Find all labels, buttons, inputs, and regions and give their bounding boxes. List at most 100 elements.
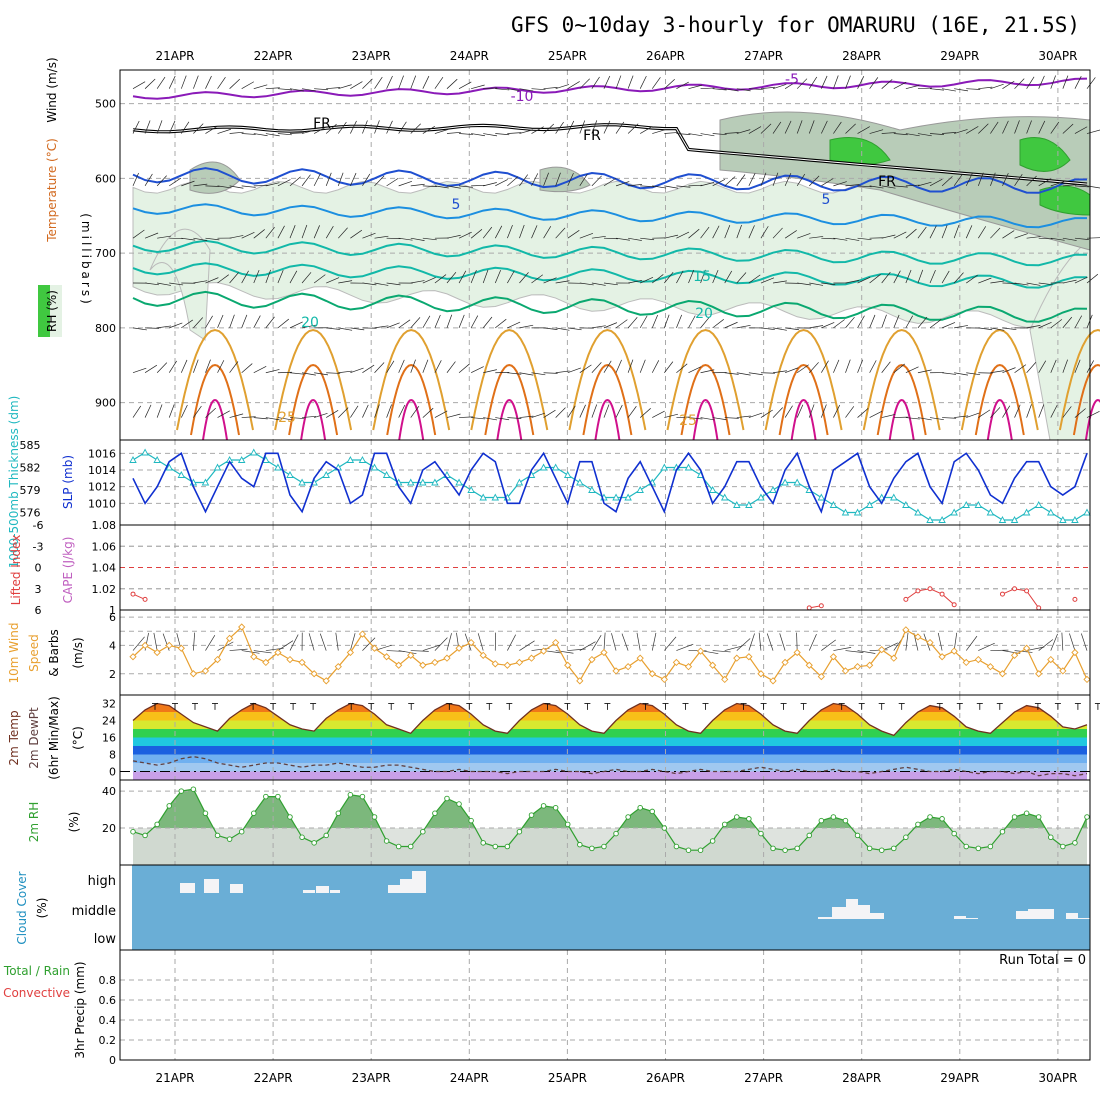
wind-barb bbox=[784, 405, 793, 418]
wind-barb bbox=[519, 129, 534, 134]
isotherm-line bbox=[582, 363, 633, 436]
wind-barb bbox=[676, 416, 691, 418]
thickness-point bbox=[684, 463, 693, 471]
wind-barb bbox=[374, 175, 385, 187]
wind-barb bbox=[507, 88, 522, 92]
wind-barb bbox=[398, 237, 413, 241]
cloud-bar bbox=[330, 890, 340, 893]
wind-barb bbox=[1074, 315, 1083, 329]
wind-barb bbox=[748, 225, 755, 239]
wind-barb bbox=[302, 415, 317, 418]
wind-barb bbox=[289, 372, 304, 375]
wind-barb bbox=[277, 133, 292, 136]
wind-speed-point bbox=[129, 653, 137, 661]
wind-barb bbox=[470, 366, 484, 374]
wind-barb bbox=[748, 372, 763, 376]
isotherm-line bbox=[862, 328, 941, 431]
rh-legend-swatch bbox=[38, 285, 50, 337]
rh-point bbox=[794, 845, 800, 852]
wind-barb bbox=[651, 632, 657, 651]
isotherm-line bbox=[888, 398, 915, 441]
thickness-point bbox=[153, 456, 161, 463]
wind-barb bbox=[555, 227, 566, 239]
wind-barb bbox=[193, 405, 202, 418]
wind-barb bbox=[905, 269, 912, 284]
rh-point bbox=[1023, 810, 1030, 817]
contour-label: 20 bbox=[301, 315, 319, 331]
wind-barb bbox=[446, 185, 461, 189]
wind-barb bbox=[495, 88, 510, 91]
wind-barb bbox=[688, 417, 703, 420]
side-label-convective: Convective bbox=[3, 986, 70, 1000]
thickness-point bbox=[817, 493, 826, 501]
date-label-top: 22APR bbox=[254, 49, 293, 63]
cape-point bbox=[142, 596, 148, 602]
wind-barb bbox=[531, 225, 538, 239]
wind-barb bbox=[639, 359, 646, 373]
rh-point bbox=[758, 830, 764, 837]
cloud-bar bbox=[388, 885, 400, 893]
cloud-bar bbox=[870, 913, 884, 919]
wind-barb bbox=[579, 641, 596, 651]
thickness-point bbox=[660, 463, 669, 471]
wind-barb bbox=[362, 637, 376, 651]
wind-barb bbox=[821, 360, 829, 373]
wind-barb bbox=[808, 404, 815, 418]
wind-barb bbox=[591, 235, 606, 239]
wind-speed-point bbox=[431, 658, 439, 667]
wind-barb bbox=[410, 280, 425, 284]
rh-point bbox=[166, 803, 172, 809]
wind-barb bbox=[615, 237, 630, 241]
rh-point bbox=[685, 847, 692, 853]
wind-barb bbox=[277, 640, 294, 651]
wind-barb bbox=[398, 359, 405, 373]
wind-speed-point bbox=[395, 661, 403, 669]
wind-barb bbox=[338, 121, 347, 134]
wind-barb bbox=[833, 75, 839, 89]
wind-barb bbox=[156, 76, 166, 89]
rh-point bbox=[480, 840, 486, 846]
wind-barb bbox=[265, 316, 275, 329]
wind-barb bbox=[495, 318, 507, 329]
wind-barb bbox=[319, 633, 327, 651]
wind-barb bbox=[845, 359, 851, 373]
wind-barb bbox=[869, 314, 876, 329]
wind-barb bbox=[990, 280, 1005, 284]
wind-barb bbox=[144, 232, 159, 239]
thickness-point bbox=[201, 478, 210, 486]
rh-point bbox=[589, 845, 595, 852]
wind-barb bbox=[471, 133, 486, 137]
wind-barb bbox=[1062, 316, 1073, 329]
wind-barb bbox=[821, 639, 836, 651]
wind-barb bbox=[688, 184, 703, 187]
wind-speed-point bbox=[829, 653, 838, 661]
wind-barb bbox=[301, 129, 316, 134]
y-axis-label-dew: 2m DewPt bbox=[27, 707, 41, 769]
wind-barb bbox=[374, 76, 383, 89]
thickness-point bbox=[467, 486, 475, 493]
wind-barb bbox=[205, 237, 220, 241]
wind-barb bbox=[772, 370, 787, 374]
wind-barb bbox=[712, 88, 727, 91]
wind-barb bbox=[603, 360, 612, 373]
wind-barb bbox=[905, 315, 914, 329]
wind-barb bbox=[132, 120, 140, 134]
wind-speed-point bbox=[539, 647, 548, 655]
wind-barb bbox=[470, 315, 479, 329]
thickness-point bbox=[588, 486, 596, 493]
cloud-bar bbox=[1066, 913, 1078, 919]
wind-barb bbox=[193, 75, 199, 89]
rh-point bbox=[951, 830, 957, 837]
rh-point bbox=[202, 810, 209, 817]
wind-barb bbox=[434, 129, 449, 134]
wind-barb bbox=[555, 280, 570, 284]
wind-barb bbox=[494, 269, 501, 284]
y-tick-label: 40 bbox=[102, 785, 116, 798]
wind-barb bbox=[591, 282, 606, 286]
wind-barb bbox=[603, 632, 606, 651]
rh-point bbox=[540, 803, 547, 809]
wind-barb bbox=[531, 173, 539, 187]
rh-point bbox=[299, 834, 305, 841]
wind-barb bbox=[640, 185, 655, 188]
cloud-bar bbox=[230, 884, 243, 893]
